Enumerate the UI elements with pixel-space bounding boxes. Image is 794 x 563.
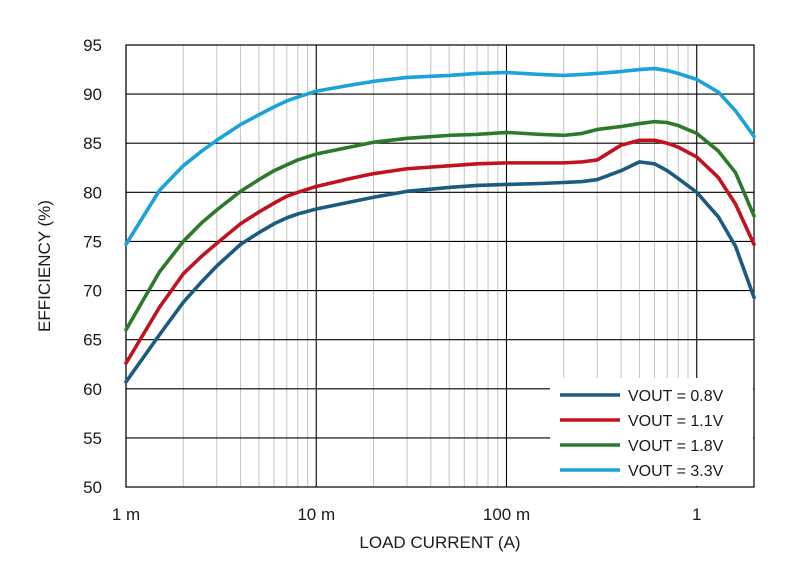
legend-label: VOUT = 0.8V: [628, 388, 724, 405]
y-tick-label: 85: [83, 134, 102, 153]
legend-label: VOUT = 1.8V: [628, 438, 724, 455]
series-line: [124, 119, 756, 332]
series-line: [124, 138, 756, 366]
series-lines: [124, 66, 756, 384]
y-axis-label: EFFICIENCY (%): [35, 200, 54, 332]
y-tick-label: 55: [83, 429, 102, 448]
plot-frame: [125, 44, 755, 488]
y-tick-label: 60: [83, 380, 102, 399]
y-tick-label: 95: [83, 36, 102, 55]
series-line: [124, 66, 756, 247]
x-tick-label: 10 m: [297, 505, 335, 524]
legend: VOUT = 0.8V VOUT = 1.1V VOUT = 1.8V VOUT = …: [550, 378, 753, 486]
y-tick-label: 50: [83, 478, 102, 497]
x-tick-label: 1: [692, 505, 701, 524]
x-axis-label: LOAD CURRENT (A): [359, 533, 520, 552]
x-tick-label: 100 m: [483, 505, 530, 524]
x-tick-label: 1 m: [112, 505, 140, 524]
y-tick-label: 70: [83, 282, 102, 301]
y-tick-label: 65: [83, 331, 102, 350]
legend-label: VOUT = 1.1V: [628, 413, 724, 430]
y-tick-label: 80: [83, 183, 102, 202]
series-line: [124, 160, 756, 384]
x-tick-labels: 1 m 10 m 100 m 1: [112, 505, 702, 524]
y-tick-label: 90: [83, 85, 102, 104]
legend-label: VOUT = 3.3V: [628, 463, 724, 480]
y-tick-label: 75: [83, 232, 102, 251]
y-tick-labels: 50 55 60 65 70 75 80 85 90 95: [83, 36, 102, 497]
